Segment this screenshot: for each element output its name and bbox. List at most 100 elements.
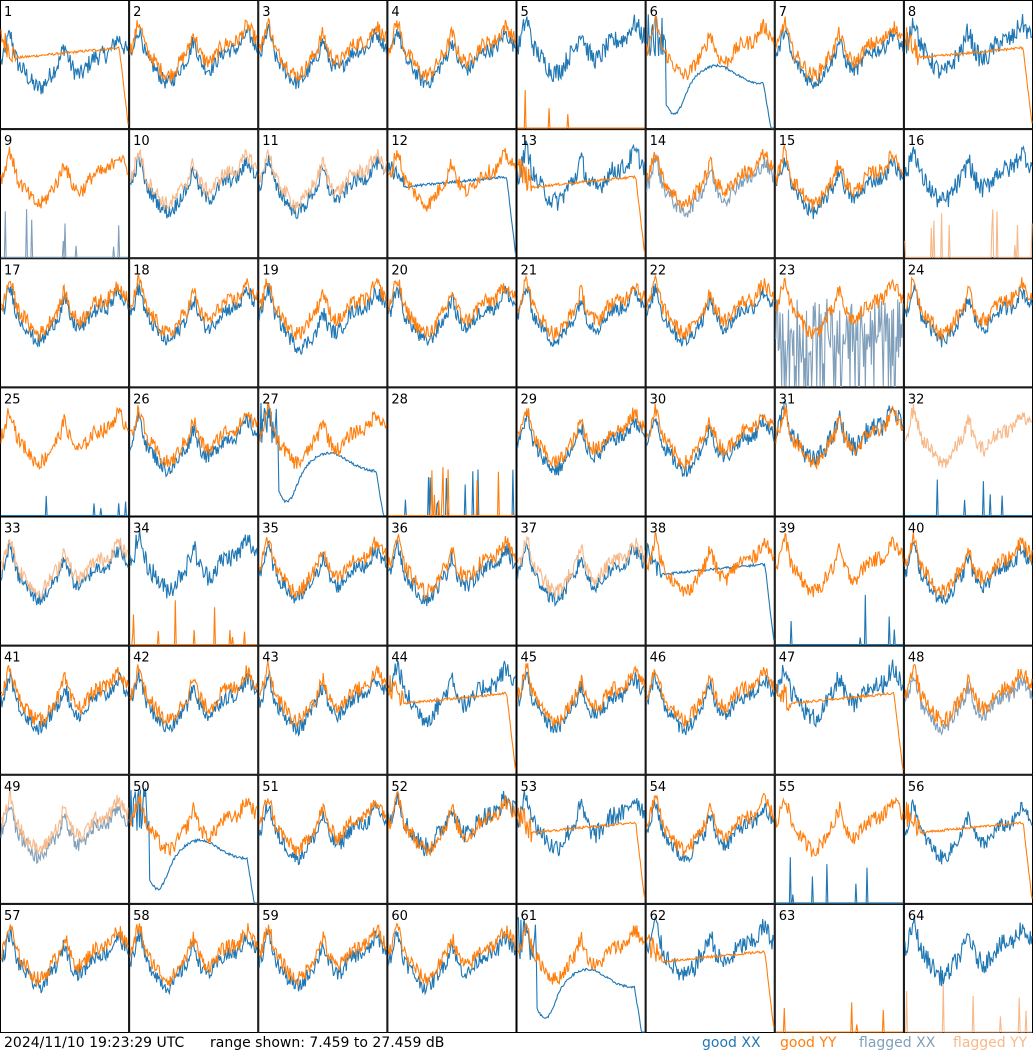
footer: 2024/11/10 19:23:29 UTC range shown: 7.4… bbox=[0, 1033, 1033, 1053]
series-xx-25 bbox=[1, 495, 129, 517]
series-yy-23 bbox=[775, 277, 904, 340]
series-xx-54 bbox=[646, 799, 775, 863]
panel-label: 22 bbox=[650, 263, 667, 278]
panel-label: 52 bbox=[391, 780, 408, 795]
series-yy-28 bbox=[388, 467, 516, 517]
panel-label: 41 bbox=[4, 651, 21, 666]
series-xx-27 bbox=[258, 402, 387, 517]
series-yy-22 bbox=[646, 274, 775, 340]
series-yy-34 bbox=[130, 600, 258, 646]
panel-label: 35 bbox=[262, 522, 279, 537]
series-yy-18 bbox=[129, 274, 258, 338]
series-yy-6 bbox=[646, 15, 775, 81]
panel-label: 21 bbox=[521, 263, 538, 278]
series-xx-9 bbox=[1, 209, 129, 258]
panel-25: 25 bbox=[0, 387, 130, 517]
panel-label: 59 bbox=[262, 909, 279, 924]
panel-11: 11 bbox=[258, 129, 388, 259]
panel-7: 7 bbox=[774, 0, 904, 130]
series-xx-62 bbox=[646, 916, 775, 981]
timestamp: 2024/11/10 19:23:29 UTC bbox=[4, 1035, 185, 1051]
panel-28: 28 bbox=[387, 387, 517, 517]
series-xx-39 bbox=[775, 594, 903, 646]
panel-label: 14 bbox=[650, 134, 667, 149]
panel-label: 39 bbox=[779, 522, 796, 537]
series-yy-57 bbox=[0, 924, 129, 987]
legend-flagged-xx: flagged XX bbox=[859, 1035, 936, 1051]
legend-good-xx: good XX bbox=[702, 1035, 761, 1051]
panel-frame bbox=[258, 774, 388, 904]
series-xx-64 bbox=[904, 915, 1033, 987]
panel-label: 60 bbox=[391, 909, 408, 924]
panel-label: 29 bbox=[521, 392, 538, 407]
series-yy-39 bbox=[775, 532, 904, 598]
panel-frame bbox=[516, 774, 646, 904]
panel-label: 48 bbox=[908, 651, 925, 666]
panel-label: 61 bbox=[521, 909, 538, 924]
series-yy-56 bbox=[904, 801, 1033, 899]
series-yy-12 bbox=[388, 147, 517, 212]
panel-label: 7 bbox=[779, 5, 787, 20]
panel-31: 31 bbox=[774, 387, 904, 517]
panel-frame bbox=[516, 129, 646, 259]
panel-59: 59 bbox=[258, 903, 388, 1033]
panel-41: 41 bbox=[0, 645, 130, 775]
panel-53: 53 bbox=[516, 774, 646, 904]
panel-label: 55 bbox=[779, 780, 796, 795]
series-yy-41 bbox=[0, 664, 129, 726]
series-yy-3 bbox=[258, 18, 387, 82]
panel-frame bbox=[774, 0, 904, 130]
panel-label: 9 bbox=[4, 134, 12, 149]
panel-13: 13 bbox=[516, 129, 646, 259]
series-xx-50 bbox=[129, 788, 258, 904]
series-xx-37 bbox=[516, 542, 646, 607]
series-yy-26 bbox=[129, 405, 258, 468]
series-yy-20 bbox=[387, 279, 517, 339]
series-yy-45 bbox=[516, 663, 646, 728]
panel-frame bbox=[387, 0, 517, 130]
series-yy-29 bbox=[517, 407, 646, 468]
series-yy-53 bbox=[516, 807, 646, 898]
range-text: range shown: 7.459 to 27.459 dB bbox=[210, 1035, 445, 1051]
panel-label: 16 bbox=[908, 134, 925, 149]
panel-22: 22 bbox=[645, 258, 775, 388]
panel-23: 23 bbox=[774, 258, 904, 388]
panel-frame bbox=[387, 645, 517, 775]
series-xx-7 bbox=[775, 27, 904, 89]
series-xx-32 bbox=[904, 479, 1032, 517]
series-yy-15 bbox=[775, 143, 904, 211]
panel-frame bbox=[129, 387, 259, 517]
series-yy-7 bbox=[775, 16, 904, 83]
panel-frame bbox=[903, 387, 1033, 517]
series-yy-2 bbox=[129, 19, 258, 82]
panel-34: 34 bbox=[129, 516, 259, 646]
panel-label: 51 bbox=[262, 780, 279, 795]
panel-label: 6 bbox=[650, 5, 658, 20]
panel-frame bbox=[387, 387, 517, 517]
series-yy-43 bbox=[258, 661, 387, 729]
series-xx-6 bbox=[646, 14, 774, 129]
panel-label: 58 bbox=[133, 909, 150, 924]
series-xx-52 bbox=[387, 790, 517, 857]
series-xx-21 bbox=[516, 286, 646, 348]
series-yy-60 bbox=[387, 922, 516, 986]
series-xx-4 bbox=[387, 28, 516, 89]
panel-frame bbox=[129, 516, 259, 646]
series-yy-63 bbox=[775, 1002, 903, 1033]
panel-2: 2 bbox=[129, 0, 259, 130]
panel-52: 52 bbox=[387, 774, 517, 904]
panel-label: 57 bbox=[4, 909, 21, 924]
panel-63: 63 bbox=[774, 903, 904, 1033]
series-yy-27 bbox=[258, 403, 387, 469]
panel-label: 4 bbox=[391, 5, 399, 20]
panel-label: 27 bbox=[262, 392, 279, 407]
panel-37: 37 bbox=[516, 516, 646, 646]
panel-label: 17 bbox=[4, 263, 21, 278]
panel-57: 57 bbox=[0, 903, 130, 1033]
panel-label: 23 bbox=[779, 263, 796, 278]
panel-frame bbox=[387, 774, 517, 904]
series-xx-41 bbox=[0, 671, 129, 735]
series-yy-49 bbox=[0, 790, 129, 856]
panel-label: 63 bbox=[779, 909, 796, 924]
